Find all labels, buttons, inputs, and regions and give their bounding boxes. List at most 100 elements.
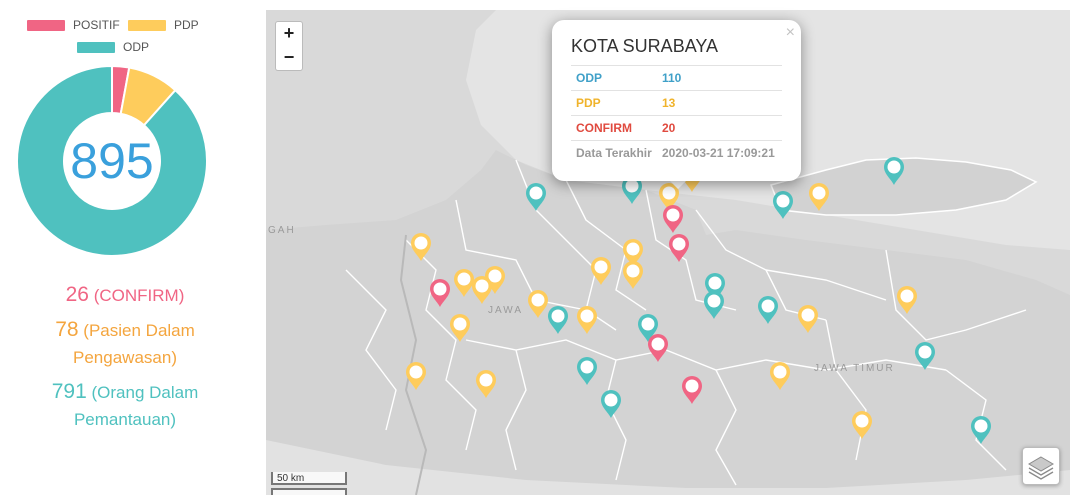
stat-odp-label: (Orang Dalam	[91, 383, 199, 402]
map-marker-odp[interactable]	[546, 305, 570, 335]
stats-panel: POSITIF PDP ODP 895 26 (CONFIRM) 78 (Pas…	[0, 0, 266, 495]
map-pin-icon	[638, 314, 658, 342]
map-marker-pdp[interactable]	[452, 268, 476, 298]
map-pin-icon	[577, 357, 597, 385]
map-pin-icon	[548, 306, 568, 334]
legend-swatch-odp	[77, 41, 115, 53]
map-pin-icon	[809, 183, 829, 211]
map-pin-icon	[406, 362, 426, 390]
legend-odp[interactable]: ODP	[77, 40, 149, 54]
map-marker-odp[interactable]	[703, 272, 727, 302]
map-pin-icon	[852, 411, 872, 439]
map-pin-icon	[915, 342, 935, 370]
map-marker-positif[interactable]	[646, 333, 670, 363]
map-marker-pdp[interactable]	[409, 232, 433, 262]
legend-label: PDP	[174, 18, 199, 32]
popup-key: PDP	[571, 90, 657, 116]
map-pin-icon	[705, 273, 725, 301]
stat-pdp: 78 (Pasien Dalam Pengawasan)	[0, 316, 250, 371]
map-marker-pdp[interactable]	[621, 238, 645, 268]
total-count: 895	[70, 133, 154, 189]
map-marker-odp[interactable]	[636, 313, 660, 343]
stat-odp-number: 791	[51, 380, 87, 403]
popup-close-button[interactable]: ×	[785, 24, 795, 41]
popup-title: KOTA SURABAYA	[571, 36, 719, 56]
map-pin-icon	[411, 233, 431, 261]
popup-key: CONFIRM	[571, 115, 657, 141]
map-pin-icon	[659, 183, 679, 211]
map-marker-odp[interactable]	[702, 290, 726, 320]
map-pin-icon	[623, 261, 643, 289]
map-marker-pdp[interactable]	[768, 361, 792, 391]
scale-bar-imperial	[271, 488, 347, 495]
map-marker-odp[interactable]	[575, 356, 599, 386]
donut-segment-odp[interactable]	[16, 64, 208, 257]
map-marker-pdp[interactable]	[895, 285, 919, 315]
map-marker-pdp[interactable]	[448, 313, 472, 343]
layers-button[interactable]	[1022, 447, 1060, 485]
legend-label: ODP	[123, 40, 150, 54]
popup-tip	[667, 178, 689, 189]
legend-swatch-positif	[27, 19, 65, 31]
popup-value: 13	[657, 90, 782, 116]
map-marker-pdp[interactable]	[621, 260, 645, 290]
stat-confirm: 26 (CONFIRM)	[0, 281, 250, 309]
map-pin-icon	[623, 239, 643, 267]
map-pin-icon	[450, 314, 470, 342]
popup-table: ODP 110 PDP 13 CONFIRM 20 Data Terakhir …	[571, 65, 782, 165]
stat-odp-label-2: Pemantauan)	[73, 410, 177, 429]
legend-pdp[interactable]: PDP	[128, 18, 199, 32]
map-marker-pdp[interactable]	[657, 182, 681, 212]
legend-swatch-pdp	[128, 19, 166, 31]
popup-row-confirm: CONFIRM 20	[571, 115, 782, 141]
map-pin-icon	[622, 176, 642, 204]
map-marker-pdp[interactable]	[575, 305, 599, 335]
zoom-in-button[interactable]: +	[275, 21, 303, 47]
zoom-out-button[interactable]: −	[275, 46, 303, 71]
map-pin-icon	[528, 290, 548, 318]
map-pin-icon	[648, 334, 668, 362]
popup-key: ODP	[571, 65, 657, 91]
scale-bar: 50 km	[271, 472, 347, 485]
map-marker-odp[interactable]	[620, 175, 644, 205]
popup-value: 110	[657, 65, 782, 91]
map-pin-icon	[485, 266, 505, 294]
map-pin-icon	[663, 205, 683, 233]
map-pin-icon	[682, 376, 702, 404]
map-pin-icon	[601, 390, 621, 418]
map-marker-odp[interactable]	[756, 295, 780, 325]
map-marker-pdp[interactable]	[404, 361, 428, 391]
map-pin-icon	[577, 306, 597, 334]
map-marker-odp[interactable]	[969, 415, 993, 445]
map-marker-pdp[interactable]	[850, 410, 874, 440]
map-marker-odp[interactable]	[599, 389, 623, 419]
stat-odp: 791 (Orang Dalam Pemantauan)	[0, 378, 250, 433]
layers-icon	[1028, 456, 1054, 480]
map-marker-pdp[interactable]	[807, 182, 831, 212]
popup-key: Data Terakhir	[571, 140, 657, 165]
map-marker-pdp[interactable]	[474, 369, 498, 399]
stat-pdp-label: (Pasien Dalam	[83, 321, 195, 340]
map-pin-icon	[773, 191, 793, 219]
map-marker-pdp[interactable]	[796, 304, 820, 334]
map-marker-positif[interactable]	[667, 233, 691, 263]
map-marker-positif[interactable]	[428, 278, 452, 308]
map-marker-pdp[interactable]	[483, 265, 507, 295]
map-pin-icon	[971, 416, 991, 444]
map-marker-positif[interactable]	[661, 204, 685, 234]
map-label-tengah: GAH	[268, 225, 296, 236]
map-marker-odp[interactable]	[913, 341, 937, 371]
map-marker-odp[interactable]	[524, 182, 548, 212]
map-marker-pdp[interactable]	[526, 289, 550, 319]
stat-confirm-label: (CONFIRM)	[93, 286, 185, 305]
map-label-jawa-timur: JAWA TIMUR	[814, 363, 895, 374]
popup-row-pdp: PDP 13	[571, 90, 782, 116]
map-marker-positif[interactable]	[680, 375, 704, 405]
map-marker-odp[interactable]	[882, 156, 906, 186]
map-marker-pdp[interactable]	[470, 275, 494, 305]
map-pin-icon	[430, 279, 450, 307]
map-marker-pdp[interactable]	[589, 256, 613, 286]
map-pin-icon	[758, 296, 778, 324]
legend-positif[interactable]: POSITIF	[27, 18, 120, 32]
map-marker-odp[interactable]	[771, 190, 795, 220]
